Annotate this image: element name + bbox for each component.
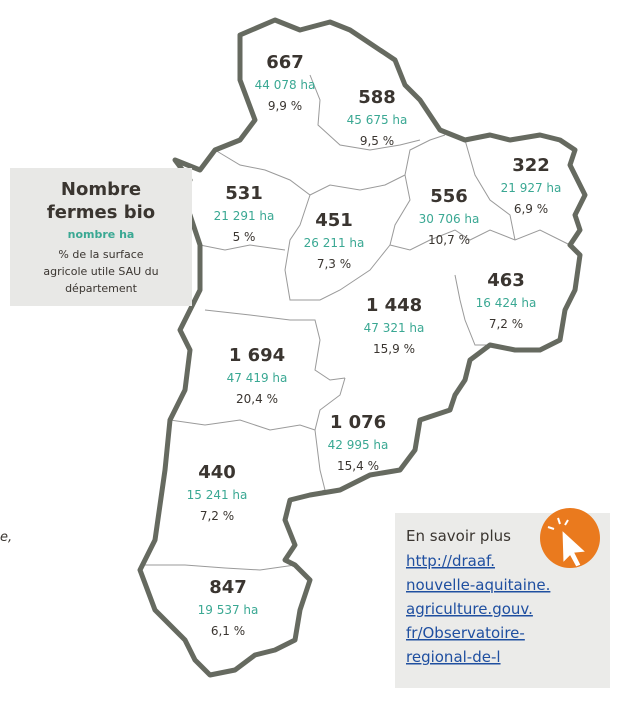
farm-count: 1 448 [366, 295, 422, 316]
cursor-icon [561, 528, 588, 568]
cut-text: e, [0, 530, 12, 545]
farm-count: 556 [430, 186, 468, 207]
surface-share: 7,2 % [489, 317, 523, 331]
hectares: 19 537 ha [198, 603, 259, 617]
hectares: 15 241 ha [187, 488, 248, 502]
farm-count: 440 [198, 462, 236, 483]
surface-share: 7,3 % [317, 257, 351, 271]
hectares: 16 424 ha [476, 296, 537, 310]
farm-count: 1 076 [330, 412, 386, 433]
click-rays [547, 517, 569, 530]
link-line[interactable]: fr/Observatoire- [406, 624, 525, 642]
legend-box [10, 168, 192, 306]
farm-count: 322 [512, 155, 550, 176]
farm-count: 1 694 [229, 345, 285, 366]
hectares: 47 321 ha [364, 321, 425, 335]
surface-share: 9,5 % [360, 134, 394, 148]
surface-share: 5 % [233, 230, 256, 244]
hectares: 21 291 ha [214, 209, 275, 223]
link-line[interactable]: agriculture.gouv. [406, 600, 533, 618]
legend-title: fermes bio [47, 202, 155, 223]
surface-share: 6,1 % [211, 624, 245, 638]
legend-pct: département [65, 282, 138, 295]
surface-share: 10,7 % [428, 233, 470, 247]
hectares: 42 995 ha [328, 438, 389, 452]
hectares: 44 078 ha [255, 78, 316, 92]
legend-pct: % de la surface [58, 248, 143, 261]
surface-share: 7,2 % [200, 509, 234, 523]
departments: 667 44 078 ha 9,9 % 588 45 675 ha 9,5 % 322 21 … [187, 52, 562, 638]
legend-ha: nombre ha [68, 228, 135, 241]
farm-count: 847 [209, 577, 247, 598]
hectares: 30 706 ha [419, 212, 480, 226]
surface-share: 6,9 % [514, 202, 548, 216]
farm-count: 667 [266, 52, 304, 73]
link-line[interactable]: nouvelle-aquitaine. [406, 576, 550, 594]
legend-pct: agricole utile SAU du [43, 265, 158, 278]
info-heading: En savoir plus [406, 527, 511, 545]
region-outline [137, 17, 588, 678]
info-links: http://draaf. nouvelle-aquitaine. agricult… [406, 552, 550, 666]
farm-count: 531 [225, 183, 263, 204]
hectares: 45 675 ha [347, 113, 408, 127]
farm-count: 451 [315, 210, 353, 231]
farm-count: 463 [487, 270, 525, 291]
surface-share: 20,4 % [236, 392, 278, 406]
department-borders [145, 74, 571, 571]
farm-count: 588 [358, 87, 396, 108]
hectares: 26 211 ha [304, 236, 365, 250]
surface-share: 9,9 % [268, 99, 302, 113]
link-line[interactable]: regional-de-l [406, 648, 501, 666]
hectares: 21 927 ha [501, 181, 562, 195]
hectares: 47 419 ha [227, 371, 288, 385]
link-line[interactable]: http://draaf. [406, 552, 495, 570]
legend-title: Nombre [61, 179, 141, 200]
surface-share: 15,9 % [373, 342, 415, 356]
surface-share: 15,4 % [337, 459, 379, 473]
